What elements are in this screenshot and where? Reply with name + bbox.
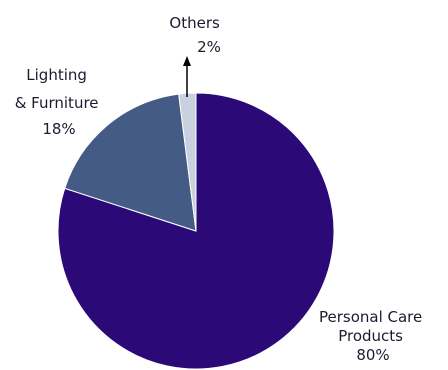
label-others: Others 2% bbox=[169, 14, 224, 56]
pie-slice-lighting-furniture bbox=[64, 93, 197, 232]
pie-slices bbox=[57, 92, 335, 370]
label-personal-care: Personal Care Products 80% bbox=[319, 308, 427, 364]
label-lighting-furniture: Lighting & Furniture 18% bbox=[15, 66, 104, 138]
others-arrow bbox=[183, 56, 191, 97]
